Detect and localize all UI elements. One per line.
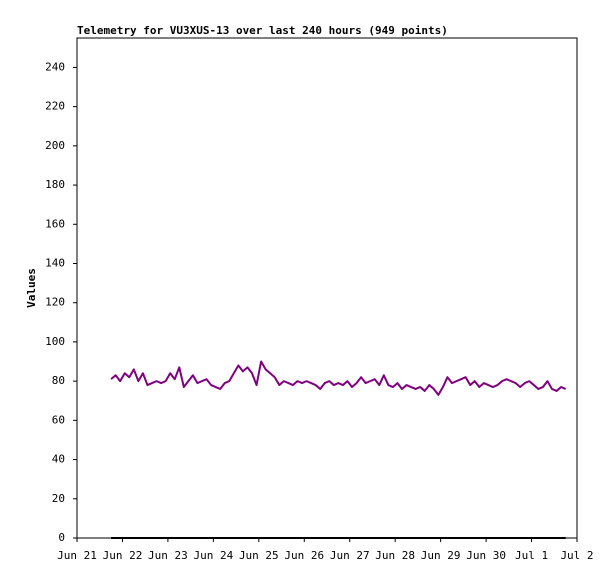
y-tick-label: 140 — [45, 256, 65, 269]
x-tick-label: Jun 22 — [103, 549, 143, 562]
x-tick-label: Jul 1 — [515, 549, 548, 562]
y-tick-label: 180 — [45, 178, 65, 191]
x-tick-label: Jun 21 — [57, 549, 97, 562]
y-tick-label: 20 — [52, 492, 65, 505]
y-tick-label: 60 — [52, 413, 65, 426]
series-line — [110, 360, 567, 396]
y-tick-label: 240 — [45, 60, 65, 73]
y-tick-label: 0 — [58, 531, 65, 544]
x-tick-label: Jun 26 — [284, 549, 324, 562]
y-tick-label: 40 — [52, 453, 65, 466]
y-tick-label: 120 — [45, 296, 65, 309]
chart-title: Telemetry for VU3XUS-13 over last 240 ho… — [77, 24, 448, 37]
x-tick-label: Jun 30 — [466, 549, 506, 562]
y-tick-label: 160 — [45, 217, 65, 230]
x-tick-label: Jun 24 — [193, 549, 233, 562]
x-tick-label: Jun 28 — [375, 549, 415, 562]
x-tick-label: Jul 2 — [560, 549, 593, 562]
y-tick-label: 100 — [45, 335, 65, 348]
x-tick-label: Jun 27 — [330, 549, 370, 562]
x-tick-label: Jun 25 — [239, 549, 279, 562]
plot-frame — [76, 37, 578, 539]
x-tick-label: Jun 23 — [148, 549, 188, 562]
y-tick-label: 80 — [52, 374, 65, 387]
x-tick-label: Jun 29 — [421, 549, 461, 562]
y-tick-label: 220 — [45, 100, 65, 113]
y-axis-label: Values — [25, 268, 38, 308]
y-tick-label: 200 — [45, 139, 65, 152]
